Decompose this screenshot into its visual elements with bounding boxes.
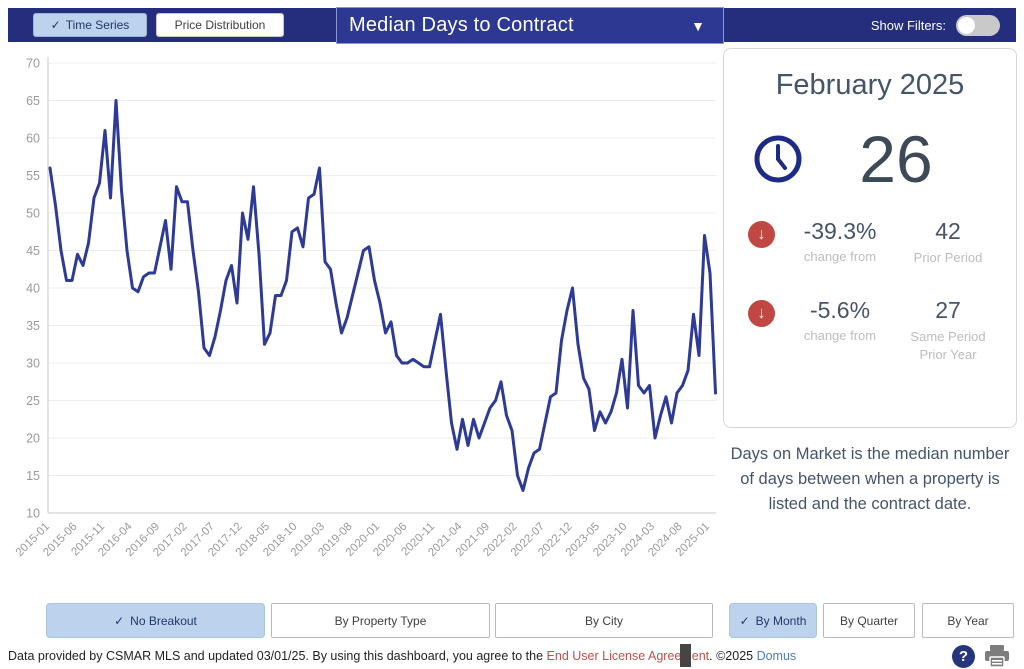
svg-text:50: 50 xyxy=(26,207,40,221)
prior-year-value: 27 xyxy=(935,297,961,324)
footer: Data provided by CSMAR MLS and updated 0… xyxy=(0,641,1024,669)
eula-link[interactable]: End User License Agreement xyxy=(546,649,710,663)
svg-text:45: 45 xyxy=(26,244,40,258)
tab-time-series[interactable]: ✓ Time Series xyxy=(33,13,147,37)
button-by-city-label: By City xyxy=(584,613,623,628)
brand-link[interactable]: Domus xyxy=(756,649,797,663)
time-series-chart: 10 15 20 25 30 35 40 45 50 55 60 65 70 2015-01 2015-06… xyxy=(0,50,724,595)
toggle-knob xyxy=(958,16,975,34)
prior-year-change: -5.6% xyxy=(809,297,871,324)
chart-canvas: 101520253035404550556065702015-012015-06… xyxy=(14,57,717,559)
footer-disclaimer: Data provided by CSMAR MLS and updated 0… xyxy=(8,649,547,663)
prior-period-change: -39.3% xyxy=(803,218,877,244)
tab-time-series-label: Time Series xyxy=(65,18,130,32)
button-by-quarter[interactable]: By Quarter xyxy=(823,603,915,638)
comparison-prior-period: ↓ -39.3% change from 42 Prior Period xyxy=(724,218,1016,267)
prior-period-value: 42 xyxy=(935,218,961,244)
button-by-month-label: By Month xyxy=(755,613,807,628)
button-by-year[interactable]: By Year xyxy=(922,603,1014,638)
show-filters-label: Show Filters: xyxy=(870,17,946,33)
down-arrow-icon: ↓ xyxy=(748,221,775,248)
svg-text:40: 40 xyxy=(26,282,40,296)
svg-text:60: 60 xyxy=(26,132,40,146)
summary-card: February 2025 26 ↓ -39.3% change from 42… xyxy=(723,48,1017,428)
prior-period-value-label: Prior Period xyxy=(913,250,983,265)
filters-zone: Show Filters: xyxy=(871,8,1000,42)
period-title: February 2025 xyxy=(775,69,965,101)
comparison-prior-year: ↓ -5.6% change from 27 Same Period Prior… xyxy=(724,297,1016,364)
tab-price-distribution[interactable]: Price Distribution xyxy=(156,13,284,37)
show-filters-toggle[interactable] xyxy=(956,14,1000,36)
svg-text:35: 35 xyxy=(26,319,40,333)
button-by-property-type-label: By Property Type xyxy=(334,613,427,628)
metric-dropdown[interactable]: Median Days to Contract ▼ xyxy=(336,7,724,44)
prior-year-value-label: Same Period Prior Year xyxy=(910,329,986,363)
check-icon: ✓ xyxy=(50,18,61,32)
metric-dropdown-value: Median Days to Contract xyxy=(349,14,574,36)
svg-text:20: 20 xyxy=(26,432,40,446)
tab-price-distribution-label: Price Distribution xyxy=(174,18,266,32)
footer-copyright: . ©2025 xyxy=(709,649,757,663)
help-button[interactable]: ? xyxy=(952,645,975,668)
button-no-breakout-label: No Breakout xyxy=(130,613,197,628)
down-arrow-icon: ↓ xyxy=(748,300,775,328)
current-value: 26 xyxy=(859,122,933,196)
footer-text: Data provided by CSMAR MLS and updated 0… xyxy=(8,649,796,663)
clock-icon xyxy=(754,135,802,183)
metric-description: Days on Market is the median number of d… xyxy=(730,445,1010,513)
check-icon: ✓ xyxy=(114,613,125,628)
button-no-breakout[interactable]: ✓ No Breakout xyxy=(46,603,265,638)
current-value-row: 26 xyxy=(724,126,1016,192)
svg-text:55: 55 xyxy=(26,169,40,183)
svg-text:25: 25 xyxy=(26,394,40,408)
chevron-down-icon: ▼ xyxy=(691,17,705,34)
button-by-quarter-label: By Quarter xyxy=(839,613,899,628)
check-icon: ✓ xyxy=(739,613,750,628)
text-cursor-block xyxy=(680,644,691,667)
svg-text:70: 70 xyxy=(26,57,40,71)
prior-period-change-label: change from xyxy=(803,249,877,264)
print-icon[interactable] xyxy=(984,644,1010,668)
button-by-property-type[interactable]: By Property Type xyxy=(271,603,490,638)
svg-text:10: 10 xyxy=(26,507,40,521)
button-by-city[interactable]: By City xyxy=(495,603,713,638)
svg-text:15: 15 xyxy=(26,469,40,483)
svg-text:65: 65 xyxy=(26,94,40,108)
button-by-month[interactable]: ✓ By Month xyxy=(729,603,817,638)
button-by-year-label: By Year xyxy=(947,613,989,628)
prior-year-change-label: change from xyxy=(803,328,877,344)
svg-text:30: 30 xyxy=(26,357,40,371)
